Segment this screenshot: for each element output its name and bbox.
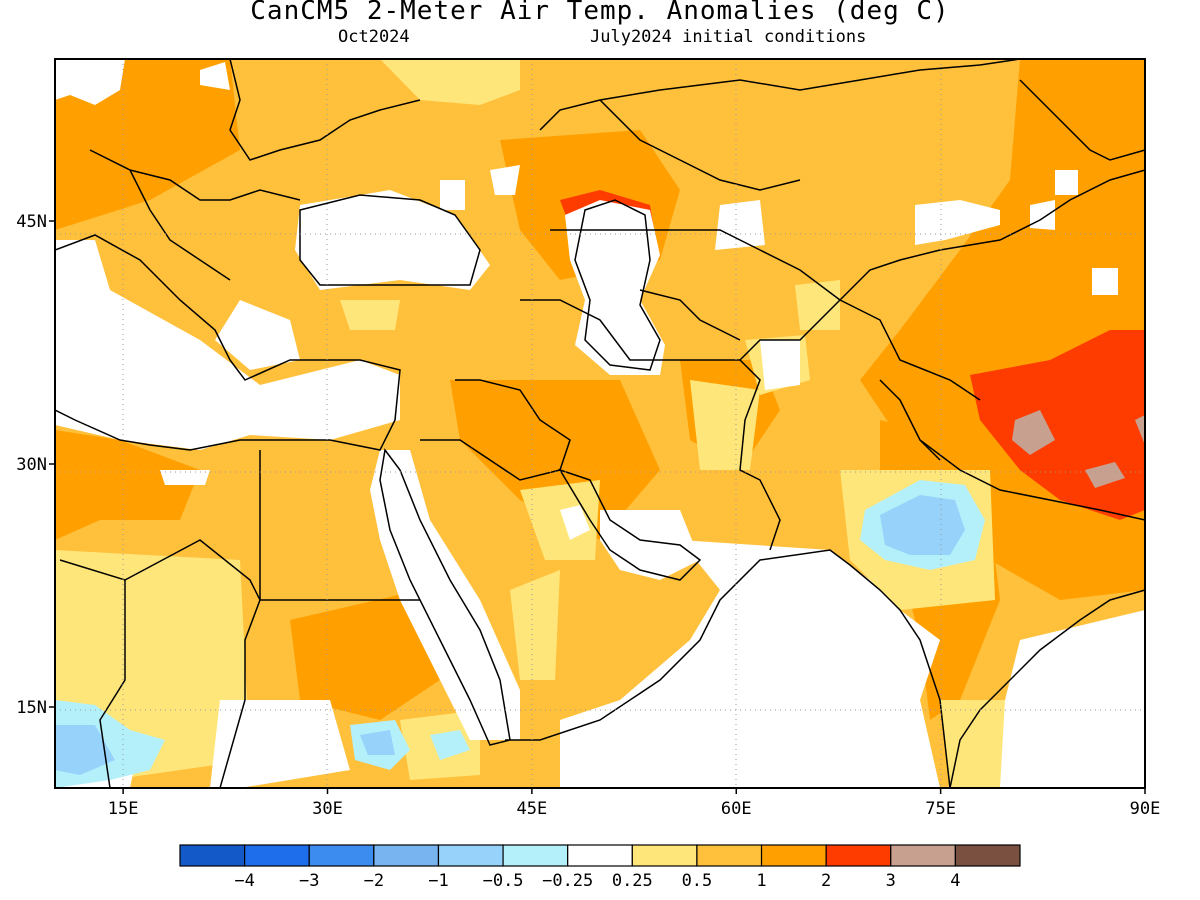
colorbar-label: 3 [886, 871, 896, 891]
plot-frame [54, 58, 1146, 789]
colorbar-swatch [954, 844, 1021, 867]
colorbar-label: −3 [299, 871, 319, 891]
colorbar-swatch [373, 844, 440, 867]
longitude-ticks: 15E 30E 45E 60E 75E 90E [108, 788, 1161, 819]
lon-tick-label: 15E [108, 799, 139, 819]
lon-tick-label: 30E [312, 799, 343, 819]
colorbar-label: −2 [364, 871, 384, 891]
colorbar-label: 0.5 [682, 871, 713, 891]
colorbar-swatch [890, 844, 956, 867]
latitude-ticks: 45N 30N 15N [16, 212, 55, 718]
colorbar-label: −0.5 [483, 871, 524, 891]
colorbar-label: −4 [234, 871, 254, 891]
lat-tick-label: 30N [16, 455, 47, 475]
colorbar-label: 2 [821, 871, 831, 891]
colorbar-label: 0.25 [612, 871, 653, 891]
colorbar-swatch [244, 844, 310, 867]
lon-tick-label: 45E [517, 799, 548, 819]
colorbar-swatch [437, 844, 504, 867]
colorbar-label: 1 [756, 871, 766, 891]
colorbar-label: 4 [950, 871, 960, 891]
colorbar-swatch [567, 844, 633, 867]
graticule [55, 59, 1145, 788]
colorbar-label: −1 [428, 871, 448, 891]
lat-tick-label: 45N [16, 212, 47, 232]
lon-tick-label: 75E [925, 799, 956, 819]
colorbar-swatch [696, 844, 763, 867]
coastline-and-borders [55, 59, 1145, 788]
colorbar-label: −0.25 [542, 871, 593, 891]
lon-tick-label: 60E [721, 799, 752, 819]
lat-tick-label: 15N [16, 698, 47, 718]
colorbar-swatch [760, 844, 827, 867]
map-title: CanCM5 2-Meter Air Temp. Anomalies (deg … [250, 0, 950, 26]
shaded-anomaly-field [55, 59, 1145, 788]
colorbar-swatch [308, 844, 375, 867]
colorbar-swatch [502, 844, 569, 867]
colorbar: −4 −3 −2 −1 −0.5 −0.25 0.25 0.5 1 2 3 4 [179, 844, 1021, 891]
lon-tick-label: 90E [1130, 799, 1161, 819]
initial-conditions: July2024 initial conditions [590, 27, 867, 47]
forecast-month: Oct2024 [338, 27, 410, 47]
colorbar-swatch [179, 844, 246, 867]
colorbar-swatch [631, 844, 698, 867]
colorbar-swatch [825, 844, 892, 867]
